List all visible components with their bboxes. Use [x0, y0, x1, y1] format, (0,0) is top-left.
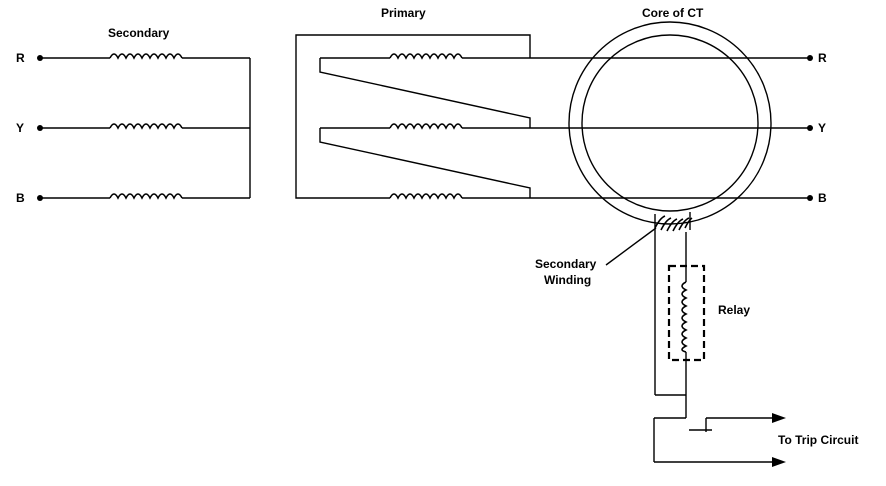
phase-r-label-right: R: [818, 51, 827, 65]
terminal-y-right: [807, 125, 813, 131]
secondary-coil-y: [109, 123, 183, 130]
relay-coil: [681, 281, 688, 353]
ct-core-inner-ring: [581, 34, 759, 212]
primary-coil-y: [389, 123, 463, 130]
primary-label: Primary: [381, 6, 426, 20]
trip-arrow-upper: [772, 413, 786, 423]
secondary-winding-label-2: Winding: [544, 273, 591, 287]
trip-arrow-lower: [772, 457, 786, 467]
ct-core-outer-ring: [568, 21, 772, 225]
secondary-winding-pointer: [605, 227, 657, 266]
primary-zigzag-upper: [319, 58, 531, 128]
relay-label: Relay: [718, 303, 750, 317]
terminal-b-right: [807, 195, 813, 201]
secondary-label: Secondary: [108, 26, 170, 40]
primary-coil-b: [389, 193, 463, 200]
primary-coil-r: [389, 53, 463, 60]
secondary-coil-b: [109, 193, 183, 200]
phase-b-label-left: B: [16, 191, 25, 205]
relay-box: [667, 264, 706, 362]
phase-r-label-left: R: [16, 51, 25, 65]
phase-y-label-left: Y: [16, 121, 24, 135]
core-label: Core of CT: [642, 6, 704, 20]
trip-circuit-label: To Trip Circuit: [778, 433, 858, 447]
secondary-coil-r: [109, 53, 183, 60]
secondary-winding-label-1: Secondary: [535, 257, 597, 271]
terminal-r-right: [807, 55, 813, 61]
phase-y-label-right: Y: [818, 121, 826, 135]
primary-outer-frame: [295, 34, 531, 199]
phase-b-label-right: B: [818, 191, 827, 205]
primary-zigzag-lower: [319, 128, 531, 198]
